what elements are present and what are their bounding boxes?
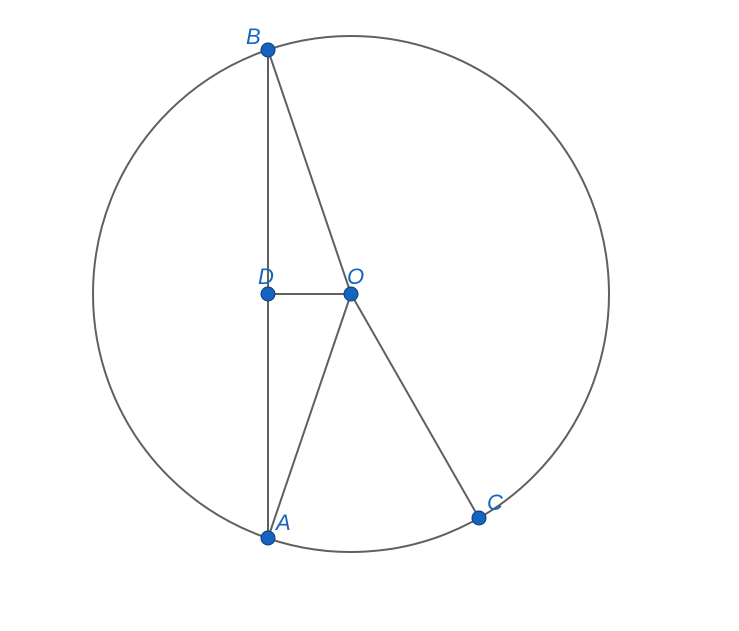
segment-OA	[268, 294, 351, 538]
label-C: C	[487, 490, 503, 516]
point-B	[261, 43, 275, 57]
segment-BO	[268, 50, 351, 294]
geometry-svg	[0, 0, 739, 631]
point-A	[261, 531, 275, 545]
label-B: B	[246, 24, 261, 50]
label-O: O	[347, 264, 364, 290]
point-C	[472, 511, 486, 525]
segment-OC	[351, 294, 479, 518]
label-A: A	[276, 510, 291, 536]
diagram-stage: B D O A C	[0, 0, 739, 631]
label-D: D	[258, 264, 274, 290]
